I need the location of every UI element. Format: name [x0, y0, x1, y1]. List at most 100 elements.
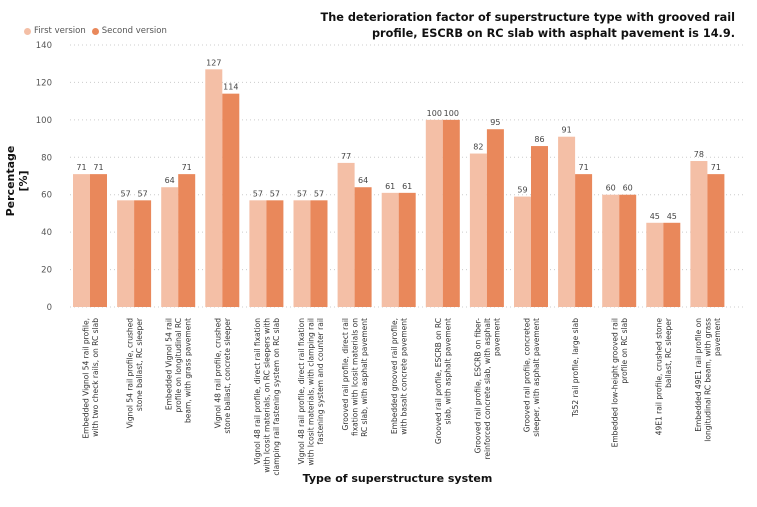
bar-second-version[interactable] [531, 146, 548, 307]
data-label: 45 [667, 212, 677, 221]
data-label: 57 [253, 189, 263, 198]
x-category-label-line: Vignol 54 rail profile, crushed [125, 318, 134, 428]
bar-second-version[interactable] [134, 200, 152, 307]
x-category-label-line: with basalt concrete pavement [399, 318, 408, 435]
x-category-label-line: Ts52 rail profile, large slab [571, 318, 580, 418]
x-category-label-line: Grooved rail profile, concreted [522, 318, 531, 432]
bar-second-version[interactable] [619, 194, 637, 307]
x-category-label-line: Vignol 48 rail profile, direct rail fixa… [253, 318, 262, 465]
x-category-label: Vignol 54 rail profile, crushed stone bal… [125, 317, 144, 428]
legend-item-second-version[interactable]: Second version [91, 26, 167, 36]
x-category-label-line: ballast, RC sleeper [664, 317, 673, 388]
x-category-label-line: stone ballast, concrete sleeper [223, 317, 232, 434]
y-axis-ticks: 0 20 40 60 80 100 120 140 [36, 41, 52, 313]
legend: First version Second version [24, 26, 167, 36]
legend-label-second-version: Second version [101, 26, 167, 36]
x-category-label: Grooved rail profile, direct rail fixatio… [341, 318, 369, 437]
bar-second-version[interactable] [486, 129, 504, 307]
data-label: 100 [444, 109, 459, 118]
bar-second-version[interactable] [266, 200, 284, 307]
x-category-label: 49E1 rail profile, crushed stone ballast,… [655, 317, 674, 435]
x-category-label: Grooved rail profile, ESCRB on RC slab, w… [434, 318, 453, 444]
x-category-label: Embedded grooved rail profile, with basal… [390, 318, 409, 435]
bar-first-version[interactable] [690, 161, 708, 307]
x-category-label-line: Embedded Vignol 54 rail [165, 318, 174, 410]
x-category-label-line: longitudinal RC beam, with grass [703, 318, 712, 442]
data-label: 57 [270, 189, 280, 198]
x-category-label-line: Grooved rail profile, direct rail [341, 318, 350, 430]
bar-first-version[interactable] [381, 192, 399, 307]
bar-second-version[interactable] [178, 174, 196, 307]
data-label: 45 [650, 212, 660, 221]
data-label: 57 [138, 189, 148, 198]
x-category-label-line: reinforced concrete slab, with asphalt [483, 318, 492, 460]
x-category-label-line: with Icosit materials, on RC sleepers wi… [262, 318, 271, 473]
x-category-label: Grooved rail profile, concreted sleeper, … [522, 318, 541, 437]
bar-first-version[interactable] [558, 136, 576, 307]
bar-second-version[interactable] [575, 174, 593, 307]
x-category-label-line: fixation with Icosit materials on [351, 318, 360, 436]
legend-item-first-version[interactable]: First version [24, 26, 86, 36]
bar-first-version[interactable] [249, 200, 267, 307]
data-label: 95 [490, 118, 500, 127]
x-category-label-line: Grooved rail profile, ESCRB on fiber- [473, 318, 482, 454]
bar-second-version[interactable] [663, 222, 681, 307]
data-label: 91 [562, 126, 572, 135]
bar-first-version[interactable] [293, 200, 311, 307]
x-category-label-line: fastening system and counter rail [316, 318, 325, 445]
bar-second-version[interactable] [442, 119, 460, 307]
data-label: 57 [121, 189, 131, 198]
y-tick-label: 120 [36, 78, 52, 88]
bar-first-version[interactable] [205, 69, 223, 307]
data-label: 127 [206, 58, 221, 67]
x-category-label: Embedded low-height grooved rail profile … [610, 318, 629, 448]
y-tick-label: 0 [47, 303, 52, 313]
x-axis-category-labels: Embedded Vignol 54 rail profile, with two… [81, 317, 722, 475]
x-category-label-line: beam, with grass pavement [184, 318, 193, 423]
x-category-label: Vignol 48 rail profile, direct rail fixa… [297, 318, 325, 466]
bar-second-version[interactable] [354, 187, 372, 307]
data-label: 86 [534, 135, 544, 144]
x-category-label-line: pavement [713, 318, 722, 356]
x-category-label-line: pavement [492, 318, 501, 356]
data-label: 71 [182, 163, 192, 172]
data-label: 60 [623, 184, 633, 193]
data-label: 59 [517, 186, 527, 195]
bar-second-version[interactable] [310, 200, 328, 307]
bar-second-version[interactable] [90, 174, 107, 307]
data-label: 100 [427, 109, 442, 118]
chart-annotation: The deterioration factor of superstructu… [320, 11, 736, 40]
data-label: 60 [606, 184, 616, 193]
y-tick-label: 20 [41, 266, 52, 276]
data-label: 71 [711, 163, 721, 172]
bar-second-version[interactable] [222, 93, 240, 308]
x-category-label-line: Embedded grooved rail profile, [390, 318, 399, 434]
bar-first-version[interactable] [425, 119, 443, 307]
data-label: 78 [694, 150, 704, 159]
data-label: 57 [314, 189, 324, 198]
data-label: 71 [93, 163, 103, 172]
x-category-label-line: Vignol 48 rail profile, crushed [214, 318, 223, 428]
x-category-label: Ts52 rail profile, large slab [571, 318, 580, 418]
bar-first-version[interactable] [469, 153, 487, 307]
data-labels: 71 71 57 57 64 71 127 114 57 57 57 57 77 64 61 61 100 100… [76, 58, 721, 220]
bar-first-version[interactable] [602, 194, 620, 307]
data-label: 71 [76, 163, 86, 172]
bar-second-version[interactable] [707, 174, 725, 307]
bar-first-version[interactable] [117, 200, 135, 307]
x-category-label: Vignol 48 rail profile, direct rail fixa… [253, 318, 281, 476]
legend-swatch-second-version-icon [91, 27, 99, 35]
bar-first-version[interactable] [337, 162, 355, 307]
bar-first-version[interactable] [646, 222, 664, 307]
legend-label-first-version: First version [34, 26, 86, 36]
bars [73, 69, 725, 308]
x-category-label-line: Embedded 49E1 rail profile on [694, 318, 703, 432]
bar-second-version[interactable] [398, 192, 416, 307]
bar-first-version[interactable] [73, 174, 90, 307]
bar-first-version[interactable] [161, 187, 179, 307]
data-label: 77 [341, 152, 351, 161]
bar-first-version[interactable] [514, 196, 531, 307]
data-label: 57 [297, 189, 307, 198]
x-category-label: Vignol 48 rail profile, crushed stone bal… [214, 317, 233, 434]
